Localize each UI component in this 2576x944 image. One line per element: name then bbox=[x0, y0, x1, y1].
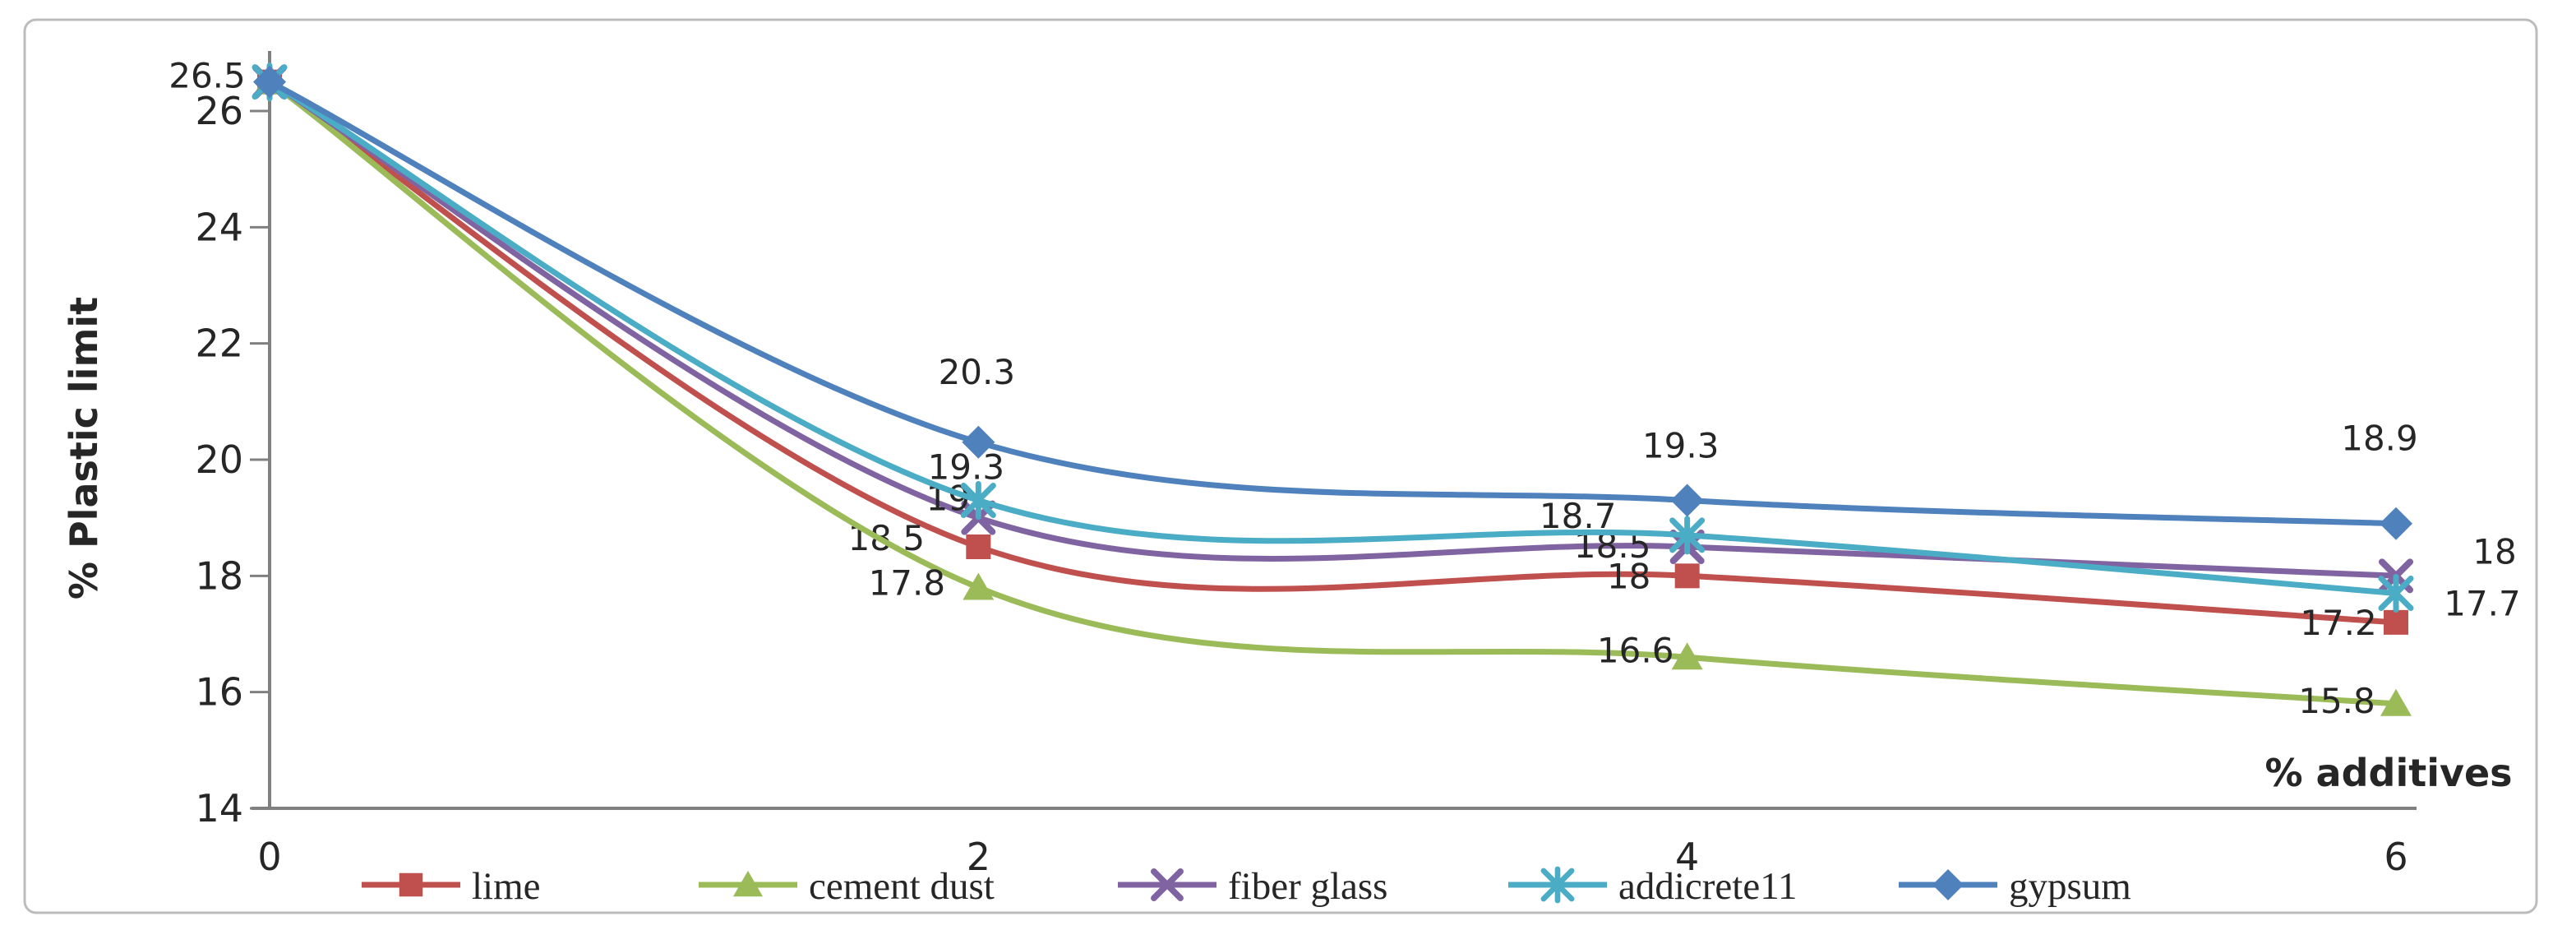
marker-addicrete11-2 bbox=[1669, 517, 1706, 553]
y-tick-label: 26 bbox=[195, 89, 243, 133]
data-label-lime-3: 17.2 bbox=[2300, 603, 2377, 643]
legend-item-lime: lime bbox=[362, 865, 541, 908]
x-tick-label: 6 bbox=[2384, 835, 2407, 879]
data-label-cement-dust-1: 17.8 bbox=[869, 562, 946, 603]
data-label-gypsum-1: 20.3 bbox=[939, 352, 1016, 392]
marker-gypsum-1 bbox=[962, 425, 995, 459]
marker-lime-2 bbox=[1674, 563, 1700, 589]
y-tick-label: 18 bbox=[195, 553, 243, 598]
data-label-cement-dust-3: 15.8 bbox=[2298, 681, 2375, 721]
legend-item-cement-dust: cement dust bbox=[699, 865, 995, 908]
legend-marker-lime bbox=[399, 872, 423, 897]
series-gypsum: 26.5 20.3 19.3 18.9 bbox=[169, 56, 2418, 540]
y-tick-label: 22 bbox=[195, 322, 243, 366]
marker-addicrete11-1 bbox=[960, 482, 996, 518]
legend-item-gypsum: gypsum bbox=[1899, 865, 2131, 908]
legend: lime cement dust fiber glass addicrete11 gyp… bbox=[362, 865, 2131, 908]
y-tick-label: 14 bbox=[195, 786, 243, 831]
legend-marker-fiber-glass bbox=[1151, 868, 1184, 901]
marker-gypsum-2 bbox=[1670, 484, 1704, 517]
marker-gypsum-3 bbox=[2380, 507, 2412, 540]
legend-item-fiber-glass: fiber glass bbox=[1118, 865, 1387, 908]
data-label-gypsum-0: 26.5 bbox=[169, 56, 246, 96]
y-axis-title: % Plastic limit bbox=[62, 297, 106, 599]
legend-label-cement-dust: cement dust bbox=[809, 865, 995, 908]
x-tick-label: 0 bbox=[257, 835, 281, 879]
legend-marker-cement-dust bbox=[732, 870, 764, 897]
legend-item-addicrete11: addicrete11 bbox=[1508, 865, 1797, 908]
marker-gypsum-0 bbox=[253, 65, 286, 99]
figure-border bbox=[23, 18, 2538, 914]
legend-label-lime: lime bbox=[472, 865, 541, 908]
legend-label-fiber-glass: fiber glass bbox=[1228, 865, 1387, 908]
legend-label-addicrete11: addicrete11 bbox=[1618, 865, 1797, 908]
x-tick-label: 4 bbox=[1675, 835, 1699, 879]
series-line-cement-dust bbox=[267, 79, 2397, 707]
legend-label-gypsum: gypsum bbox=[2009, 865, 2131, 908]
marker-cement-dust-1 bbox=[963, 572, 995, 600]
series-line-gypsum bbox=[268, 79, 2397, 527]
y-tick-label: 16 bbox=[195, 670, 243, 715]
marker-lime-3 bbox=[2384, 609, 2408, 635]
marker-cement-dust-2 bbox=[1671, 642, 1703, 670]
series-line-lime bbox=[268, 79, 2397, 626]
data-label-addicrete11-1: 19.3 bbox=[928, 447, 1005, 487]
data-label-gypsum-2: 19.3 bbox=[1642, 425, 1720, 465]
data-label-lime-2: 18 bbox=[1607, 556, 1650, 596]
data-label-cement-dust-2: 16.6 bbox=[1597, 630, 1674, 670]
marker-cement-dust-3 bbox=[2380, 688, 2412, 716]
marker-addicrete11-3 bbox=[2378, 576, 2414, 612]
series-addicrete11: 19.3 18.7 17.7 bbox=[252, 62, 2521, 624]
x-axis-title: % additives bbox=[2264, 751, 2512, 795]
legend-marker-addicrete11 bbox=[1540, 868, 1575, 902]
y-tick-label: 24 bbox=[195, 205, 243, 249]
data-label-gypsum-3: 18.9 bbox=[2341, 419, 2418, 459]
y-tick-label: 20 bbox=[195, 437, 243, 482]
data-label-fiber-glass-3: 18 bbox=[2472, 531, 2516, 571]
data-label-addicrete11-3: 17.7 bbox=[2444, 584, 2521, 624]
data-label-addicrete11-2: 18.7 bbox=[1540, 496, 1617, 536]
legend-marker-gypsum bbox=[1932, 869, 1964, 900]
series-line-addicrete11 bbox=[268, 79, 2397, 596]
x-tick-label: 2 bbox=[967, 835, 990, 879]
marker-lime-1 bbox=[966, 534, 991, 559]
